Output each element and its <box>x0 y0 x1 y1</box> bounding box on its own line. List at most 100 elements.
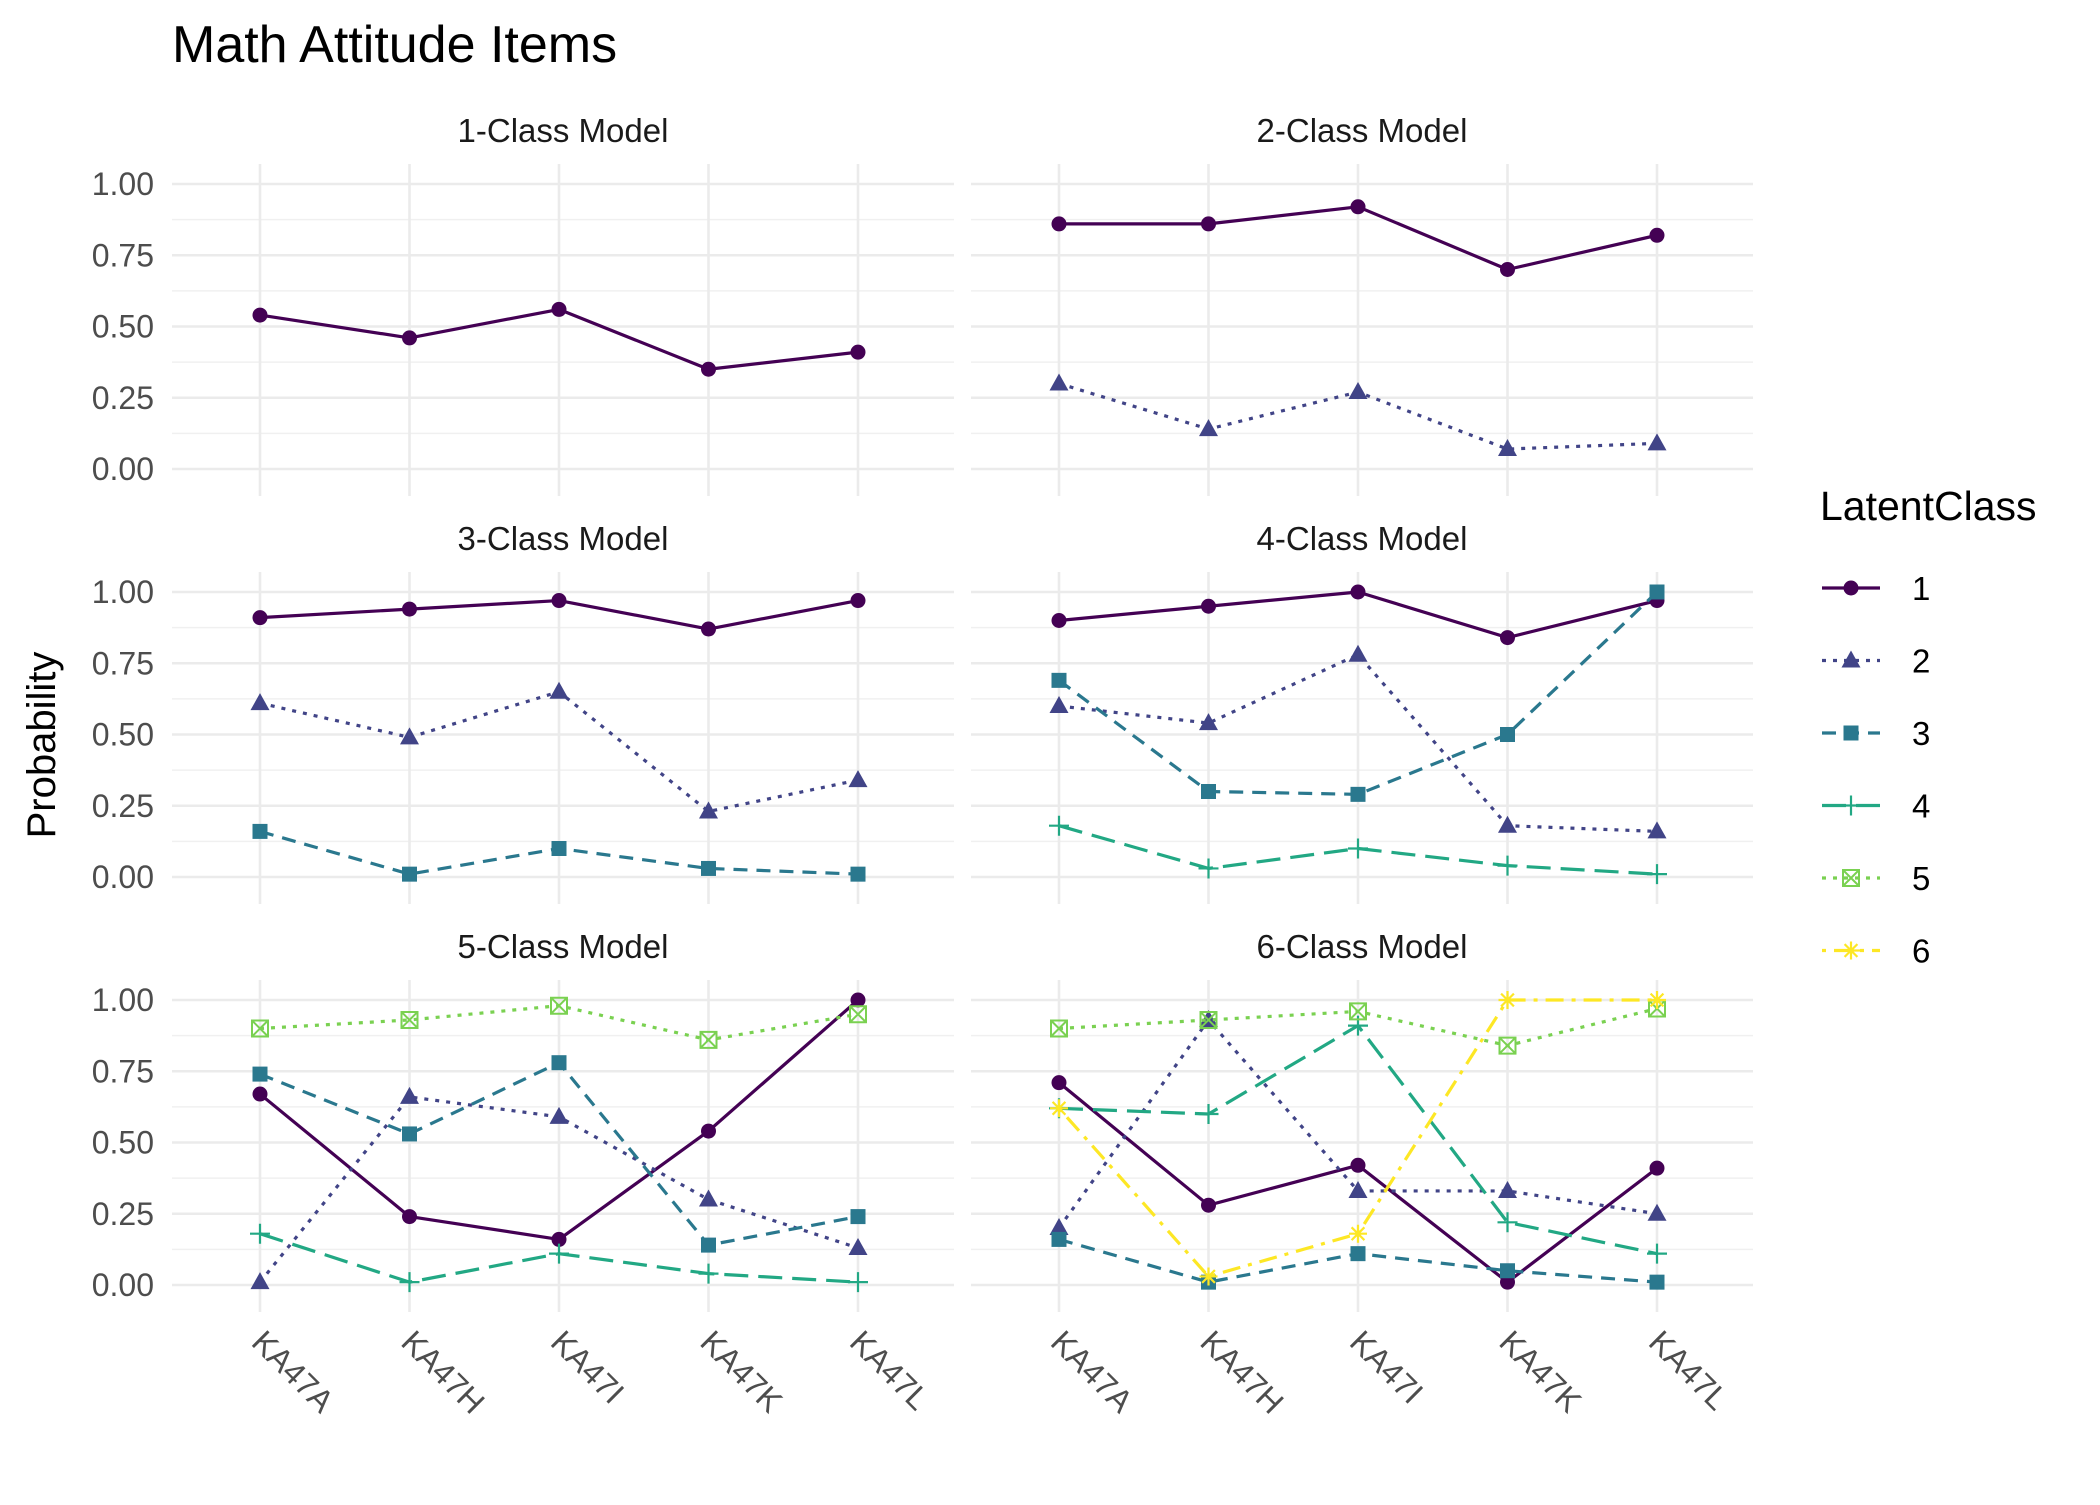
data-point <box>400 1086 419 1104</box>
data-point <box>252 1086 268 1102</box>
data-point <box>1201 216 1216 232</box>
data-point <box>1201 1197 1216 1213</box>
data-point <box>1051 613 1067 628</box>
y-tick-label: 0.75 <box>92 237 154 273</box>
chart-title: Math Attitude Items <box>172 16 617 74</box>
series-class-2 <box>1049 644 1667 839</box>
data-point <box>1350 584 1366 600</box>
data-point <box>1498 1036 1517 1055</box>
series-class-2 <box>250 1086 868 1290</box>
y-tick-label: 0.50 <box>92 1125 154 1161</box>
data-point <box>850 992 866 1008</box>
legend-item: 5 <box>1822 860 1930 897</box>
data-point <box>699 801 718 819</box>
data-point <box>1647 1243 1667 1264</box>
data-point <box>402 601 417 617</box>
legend-key-marker <box>1841 795 1861 816</box>
legend-item: 6 <box>1822 933 1930 970</box>
series-class-1 <box>252 301 866 377</box>
legend-label: 3 <box>1912 715 1930 752</box>
series-class-1 <box>252 593 866 637</box>
series-line <box>1057 1018 1658 1229</box>
data-point <box>400 1010 419 1029</box>
facet-panel: 1-Class Model 0.00 0.25 0.50 0.75 1.00 <box>92 112 954 496</box>
facet-title: 2-Class Model <box>1257 112 1468 149</box>
data-point <box>551 593 567 609</box>
data-point <box>549 681 569 699</box>
data-point <box>1049 1218 1069 1235</box>
data-point <box>1649 1160 1665 1176</box>
y-tick-label: 0.50 <box>92 717 154 753</box>
facet-panel: 3-Class Model 0.00 0.25 0.50 0.75 1.00 <box>92 520 954 904</box>
data-point <box>1649 227 1665 243</box>
series-class-3 <box>1051 1231 1665 1290</box>
data-point <box>251 1019 269 1038</box>
data-point <box>1049 815 1069 836</box>
series-class-2 <box>250 681 868 819</box>
series-class-3 <box>1051 584 1665 802</box>
data-point <box>1497 855 1518 876</box>
data-point <box>1198 1104 1219 1124</box>
data-point <box>1500 262 1515 277</box>
data-point <box>1049 696 1069 713</box>
data-point <box>1350 199 1366 215</box>
data-point <box>1201 598 1216 614</box>
data-point <box>1348 382 1368 400</box>
data-point <box>1498 991 1517 1009</box>
data-point <box>550 996 568 1015</box>
series-class-1 <box>1051 1075 1665 1290</box>
series-class-3 <box>252 823 866 882</box>
y-tick-label: 0.25 <box>92 788 154 824</box>
data-point <box>850 593 866 609</box>
data-point <box>1497 1212 1518 1233</box>
data-point <box>699 1189 718 1207</box>
data-point <box>1201 784 1216 799</box>
legend-label: 1 <box>1912 570 1930 607</box>
data-point <box>252 307 268 323</box>
legend-label: 6 <box>1912 933 1930 970</box>
data-point <box>848 1237 868 1255</box>
series-class-5 <box>251 996 867 1049</box>
data-point <box>701 361 716 377</box>
data-point <box>1498 439 1517 457</box>
data-point <box>1199 419 1218 437</box>
series-class-2 <box>1049 1009 1667 1235</box>
data-point <box>1199 1009 1218 1027</box>
data-point <box>1647 1203 1667 1221</box>
y-tick-label: 0.75 <box>92 645 154 681</box>
series-class-2 <box>1049 373 1667 457</box>
data-point <box>1498 815 1517 833</box>
data-point <box>400 727 419 745</box>
facet-title: 4-Class Model <box>1257 520 1468 557</box>
y-axis-label: Probability <box>20 652 64 839</box>
y-tick-label: 0.00 <box>92 451 154 487</box>
series-class-1 <box>1051 199 1665 277</box>
legend-key-marker <box>1843 580 1859 596</box>
data-point <box>1500 1263 1515 1279</box>
data-point <box>699 1030 718 1049</box>
data-point <box>850 1209 866 1225</box>
data-point <box>1648 991 1666 1009</box>
data-point <box>1498 1180 1517 1198</box>
y-tick-label: 0.00 <box>92 1267 154 1303</box>
data-point <box>252 1066 268 1082</box>
legend-title: LatentClass <box>1820 483 2037 529</box>
y-tick-label: 1.00 <box>92 982 154 1018</box>
data-point <box>1348 838 1368 859</box>
data-point <box>250 1272 270 1290</box>
series-class-1 <box>252 992 866 1247</box>
series-class-1 <box>1051 584 1665 646</box>
data-point <box>1199 1010 1218 1029</box>
facet-panel: 6-Class Model <box>971 928 1753 1312</box>
data-point <box>1198 858 1219 879</box>
data-point <box>1647 821 1667 839</box>
facet-panel: 2-Class Model <box>971 112 1753 496</box>
data-point <box>850 344 866 360</box>
legend-key-marker <box>1842 941 1860 960</box>
y-tick-label: 0.50 <box>92 309 154 345</box>
data-point <box>1350 1246 1366 1262</box>
data-point <box>402 1209 417 1225</box>
series-class-4 <box>250 1223 868 1293</box>
